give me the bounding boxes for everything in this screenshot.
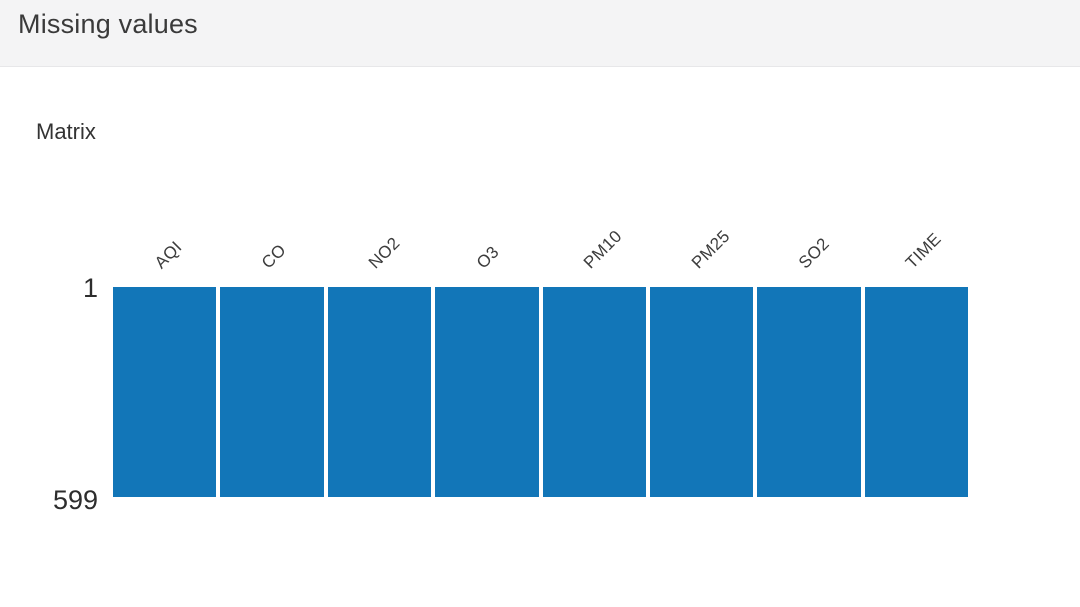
missing-values-matrix-plot: 1 599 AQI CO NO2 O3 PM10 PM25 SO2 TIME <box>0 150 1080 550</box>
column-label-pm10: PM10 <box>579 226 626 273</box>
column-label-no2: NO2 <box>364 233 404 273</box>
tab-matrix[interactable]: Matrix <box>36 119 96 144</box>
matrix-column-pm10 <box>542 287 646 497</box>
column-label-time: TIME <box>901 229 945 273</box>
matrix-column-pm25 <box>649 287 754 497</box>
column-label-o3: O3 <box>472 242 503 273</box>
matrix-column-o3 <box>435 287 539 497</box>
matrix-column-time <box>864 287 968 497</box>
y-tick-last-row: 599 <box>52 485 98 515</box>
matrix-column-co <box>220 287 324 497</box>
column-label-co: CO <box>257 240 290 273</box>
matrix-grid <box>113 287 968 497</box>
matrix-column-no2 <box>327 287 432 497</box>
column-label-aqi: AQI <box>150 237 186 273</box>
section-header: Missing values <box>0 0 1080 67</box>
column-label-pm25: PM25 <box>687 226 734 273</box>
matrix-column-so2 <box>757 287 861 497</box>
y-tick-first-row: 1 <box>82 273 98 303</box>
matrix-column-aqi <box>113 287 217 497</box>
column-label-so2: SO2 <box>794 234 833 273</box>
section-title: Missing values <box>18 9 198 39</box>
